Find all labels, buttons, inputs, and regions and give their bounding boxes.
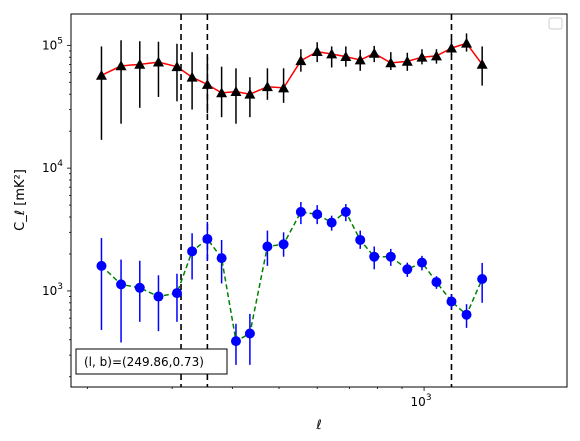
- circle-point: [312, 209, 323, 220]
- y-tick-exponent: 4: [57, 159, 63, 169]
- annotation-box: (l, b)=(249.86,0.73): [75, 348, 228, 375]
- y-tick-exponent: 3: [57, 282, 63, 292]
- triangle-point: [171, 61, 183, 72]
- circle-point: [369, 251, 380, 262]
- triangle-point: [354, 54, 366, 65]
- triangle-point: [261, 81, 273, 92]
- y-tick-exponent: 5: [57, 36, 63, 46]
- triangle-point: [401, 55, 413, 66]
- triangle-point: [476, 58, 488, 69]
- triangle-point: [134, 58, 146, 69]
- circle-point: [116, 279, 127, 290]
- y-tick-label: 104: [42, 159, 63, 175]
- annotation-text: (l, b)=(249.86,0.73): [84, 355, 204, 369]
- circle-point: [278, 239, 289, 250]
- triangle-point: [326, 48, 338, 59]
- circle-point: [202, 233, 213, 244]
- triangle-point: [95, 69, 107, 80]
- circle-point: [262, 241, 273, 252]
- triangle-point: [295, 55, 307, 66]
- x-tick-exponent: 3: [426, 393, 432, 403]
- triangle-point: [311, 46, 323, 56]
- triangle-point: [186, 71, 198, 82]
- circle-point: [355, 234, 366, 245]
- circle-point: [416, 257, 427, 268]
- circle-point: [171, 288, 182, 299]
- y-tick-label: 105: [42, 36, 63, 52]
- y-axis-label: C_ℓ [mK²]: [13, 169, 28, 231]
- x-axis-label: ℓ: [315, 418, 321, 433]
- triangle-point: [340, 51, 352, 61]
- triangle-point: [201, 78, 213, 89]
- circle-point: [431, 277, 442, 288]
- x-tick-label: 103: [411, 393, 432, 409]
- circle-point: [187, 246, 198, 257]
- circle-point: [134, 282, 145, 293]
- triangle-point: [244, 88, 256, 99]
- axes-frame: [70, 13, 568, 388]
- triangle-point: [430, 50, 442, 61]
- triangle-point: [416, 51, 428, 62]
- legend-box: [548, 17, 563, 30]
- circle-point: [216, 253, 227, 264]
- triangle-point: [216, 87, 228, 98]
- circle-point: [230, 336, 241, 347]
- plot-area: [95, 14, 488, 387]
- triangle-point: [278, 82, 290, 93]
- triangle-point: [368, 47, 380, 58]
- circle-point: [402, 264, 413, 275]
- circle-point: [244, 328, 255, 339]
- triangle-point: [461, 37, 473, 48]
- circle-point: [385, 251, 396, 262]
- circle-point: [461, 309, 472, 320]
- circle-point: [153, 291, 164, 302]
- circle-point: [326, 217, 337, 228]
- triangle-point: [115, 60, 127, 71]
- triangle-point: [445, 42, 457, 53]
- y-tick-label: 103: [42, 282, 63, 298]
- circle-point: [96, 260, 107, 271]
- triangle-point: [385, 57, 397, 68]
- triangle-point: [230, 86, 242, 97]
- circle-point: [446, 296, 457, 307]
- circle-point: [295, 206, 306, 217]
- circle-point: [340, 206, 351, 217]
- circle-point: [477, 274, 488, 285]
- triangle-point: [152, 56, 164, 67]
